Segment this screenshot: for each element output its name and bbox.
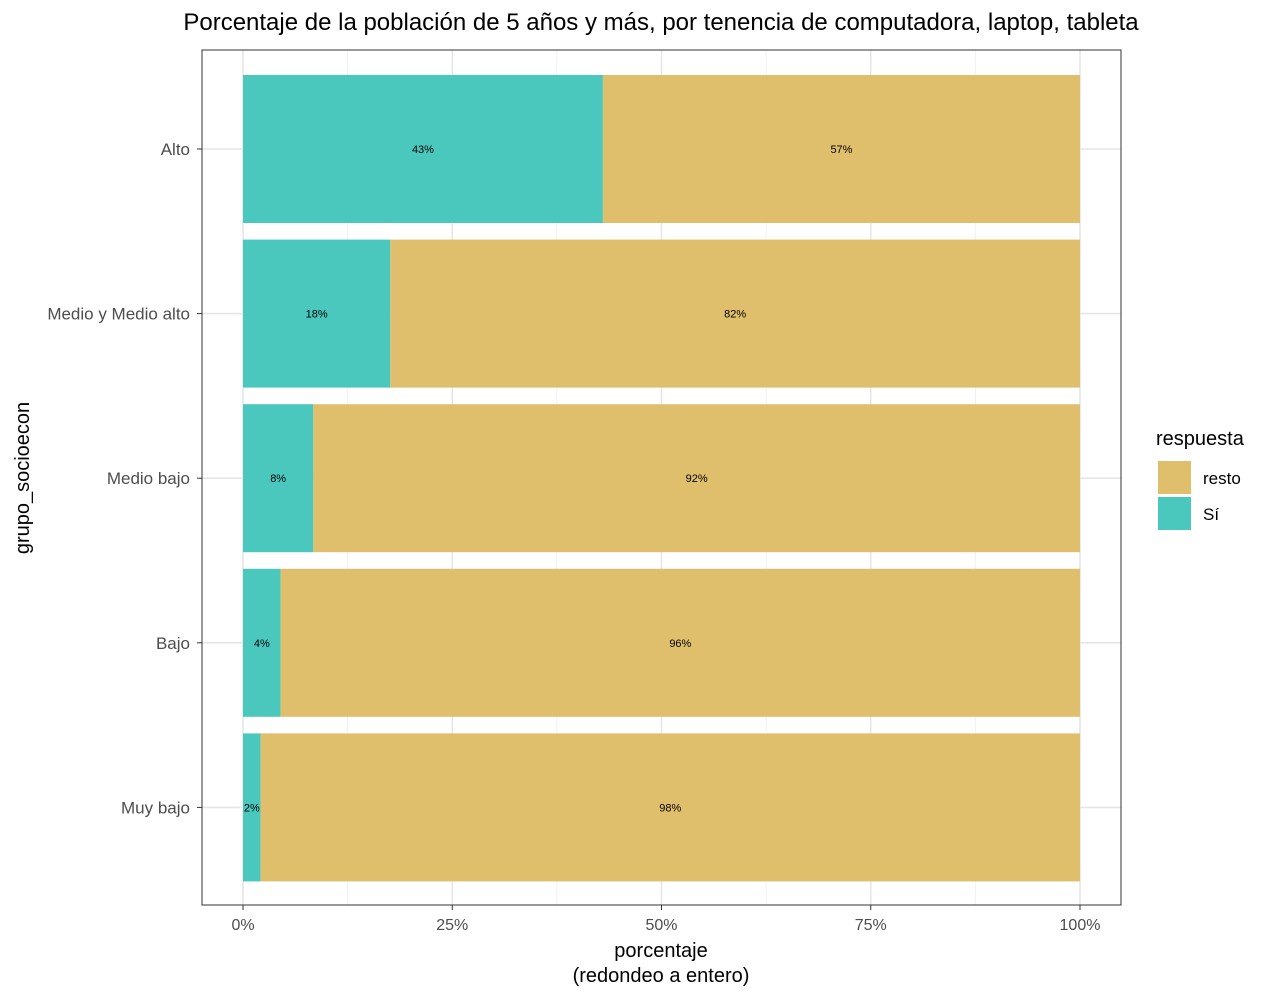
bar-segment xyxy=(243,733,261,882)
data-label: 82% xyxy=(724,309,746,321)
y-tick-label: Medio y Medio alto xyxy=(47,305,190,324)
legend: respuesta resto Sí xyxy=(1156,428,1245,530)
bar-segment xyxy=(313,404,1081,553)
bar-segment xyxy=(243,75,603,223)
legend-label: Sí xyxy=(1203,505,1219,524)
bar-segment xyxy=(280,568,1080,717)
data-label: 92% xyxy=(686,473,708,485)
x-axis-label: porcentaje xyxy=(614,940,707,962)
bar-segment xyxy=(390,239,1080,388)
x-tick-label: 0% xyxy=(231,917,254,934)
legend-label: resto xyxy=(1203,469,1241,488)
y-axis-ticks: Alto Medio y Medio alto Medio bajo Bajo Muy … xyxy=(47,140,202,817)
legend-title: respuesta xyxy=(1156,428,1245,450)
chart-title: Porcentaje de la población de 5 años y m… xyxy=(183,9,1139,36)
y-tick-label: Muy bajo xyxy=(121,798,190,817)
legend-key xyxy=(1158,461,1191,494)
x-tick-label: 75% xyxy=(855,917,887,934)
y-tick-label: Bajo xyxy=(156,634,190,653)
bars xyxy=(243,75,1081,882)
data-label: 98% xyxy=(659,802,681,814)
x-tick-label: 25% xyxy=(436,917,468,934)
data-label: 43% xyxy=(412,144,434,156)
y-axis-label: grupo_socioecon xyxy=(12,402,34,554)
data-label: 8% xyxy=(270,473,286,485)
data-label: 96% xyxy=(669,638,691,650)
bar-segment xyxy=(243,568,281,717)
x-axis-sublabel: (redondeo a entero) xyxy=(573,965,750,987)
data-labels: 43% 57% 18% 82% 8% 92% 4% 96% 2% 98% xyxy=(244,144,853,814)
bar-segment xyxy=(243,239,391,388)
data-label: 2% xyxy=(244,802,260,814)
data-label: 18% xyxy=(306,309,328,321)
x-tick-label: 100% xyxy=(1060,917,1101,934)
x-axis-ticks: 0% 25% 50% 75% 100% xyxy=(231,905,1100,934)
y-tick-label: Alto xyxy=(161,140,190,159)
bar-segment xyxy=(260,733,1080,882)
data-label: 57% xyxy=(830,144,852,156)
data-label: 4% xyxy=(254,638,270,650)
bar-segment xyxy=(243,404,314,553)
legend-key xyxy=(1158,497,1191,530)
y-tick-label: Medio bajo xyxy=(107,469,190,488)
x-tick-label: 50% xyxy=(645,917,677,934)
bar-segment xyxy=(602,75,1080,223)
